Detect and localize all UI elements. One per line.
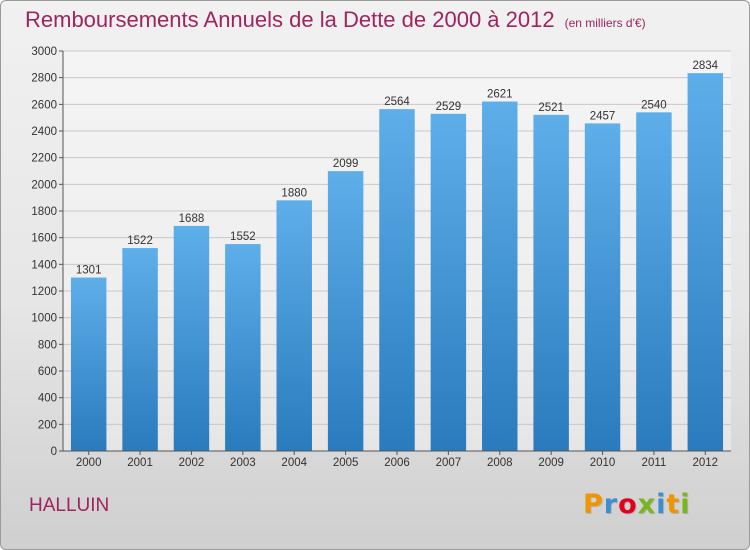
bar-2005 [327, 171, 364, 451]
data-label: 1880 [281, 187, 307, 199]
logo-letter: o [618, 489, 638, 520]
y-tick-label: 1000 [31, 313, 57, 325]
x-tick-label: 2011 [642, 457, 667, 469]
proxiti-logo: Proxiti [583, 489, 691, 520]
y-tick-label: 2800 [31, 73, 57, 85]
x-tick-label: 2005 [333, 457, 359, 469]
bar-2003 [225, 244, 261, 451]
x-tick-label: 2008 [487, 457, 513, 469]
x-tick-label: 2007 [436, 457, 462, 469]
y-tick-label: 3000 [31, 46, 57, 58]
logo-letter: P [583, 489, 604, 520]
x-tick-label: 2009 [538, 457, 564, 469]
data-label: 2521 [538, 102, 564, 114]
bar-2007 [430, 113, 467, 452]
bar-2012 [687, 73, 724, 451]
chart-title-text: Remboursements Annuels de la Dette de 20… [25, 7, 555, 32]
y-tick-label: 1200 [31, 286, 57, 298]
logo-letter: t [666, 489, 681, 520]
data-label: 2834 [693, 60, 719, 72]
data-label: 1522 [127, 235, 153, 247]
logo-letter: i [680, 489, 691, 520]
bar-2008 [482, 101, 518, 452]
y-tick-label: 1800 [31, 206, 57, 218]
x-tick-label: 2012 [693, 457, 719, 469]
data-label: 1301 [76, 265, 102, 277]
bar-2004 [276, 200, 312, 451]
city-name: HALLUIN [29, 495, 110, 516]
bar-2001 [122, 248, 158, 451]
y-tick-label: 400 [38, 393, 57, 405]
y-tick-label: 2200 [31, 153, 57, 165]
logo-letter: r [603, 489, 619, 520]
y-axis: 0 200 400 600 800 1000 1200 1400 1600 1800 2000 220… [31, 46, 64, 458]
x-tick-label: 2006 [384, 457, 410, 469]
x-tick-label: 2001 [127, 457, 153, 469]
logo-letter: x [637, 489, 657, 520]
data-label: 2540 [641, 99, 667, 111]
y-tick-label: 800 [38, 339, 57, 351]
x-tick-label: 2004 [281, 457, 307, 469]
y-tick-label: 2600 [31, 99, 57, 111]
y-tick-label: 2000 [31, 179, 57, 191]
y-tick-label: 1600 [31, 233, 57, 245]
x-tick-label: 2010 [590, 457, 616, 469]
y-tick-label: 1400 [31, 259, 57, 271]
chart-title: Remboursements Annuels de la Dette de 20… [25, 7, 646, 33]
data-label: 2529 [436, 101, 462, 113]
bar-2006 [379, 109, 415, 451]
bar-2000 [70, 277, 107, 451]
x-tick-label: 2003 [230, 457, 256, 469]
data-label: 2564 [384, 96, 410, 108]
data-label: 2621 [487, 89, 513, 101]
bars: 1301 1522 1688 1552 1880 2099 2564 2529 2621 2521… [70, 60, 724, 452]
y-tick-label: 0 [51, 446, 57, 458]
data-label: 2099 [333, 158, 359, 170]
bar-2011 [636, 112, 672, 451]
y-tick-label: 600 [38, 366, 57, 378]
data-label: 2457 [590, 110, 616, 122]
bar-2002 [173, 225, 210, 451]
data-label: 1688 [179, 213, 205, 225]
y-tick-label: 200 [38, 419, 57, 431]
x-tick-label: 2002 [179, 457, 205, 469]
logo-letter: i [656, 489, 667, 520]
y-tick-label: 2400 [31, 126, 57, 138]
chart-subtitle: (en milliers d'€) [564, 16, 646, 30]
bar-2010 [584, 123, 621, 452]
data-label: 1552 [230, 231, 256, 243]
x-tick-label: 2000 [76, 457, 102, 469]
bar-2009 [533, 114, 569, 451]
x-axis: 2000 2001 2002 2003 2004 2005 2006 2007 2008 2009… [63, 450, 731, 469]
